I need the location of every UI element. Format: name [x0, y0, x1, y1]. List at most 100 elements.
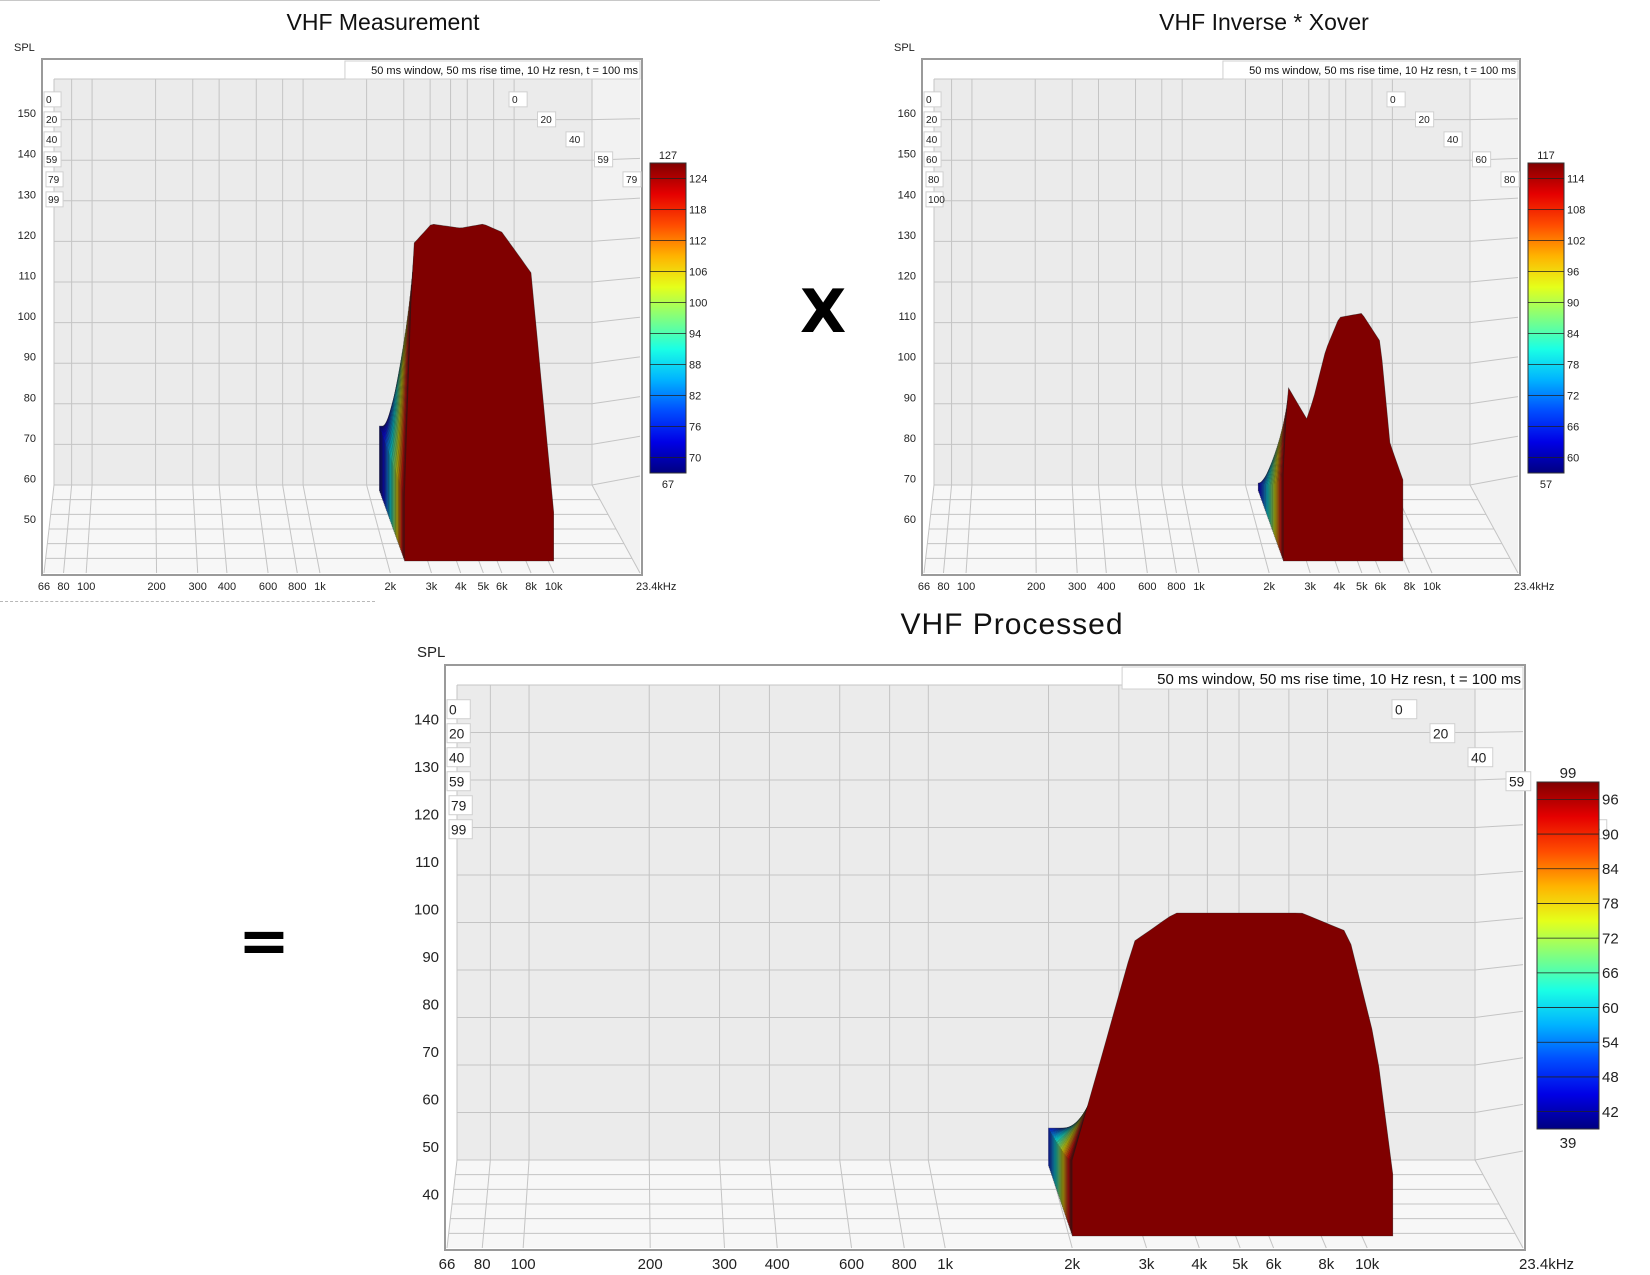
- x-tick-label: 400: [218, 581, 236, 593]
- y-tick-label: 70: [422, 1044, 439, 1061]
- x-tick-label: 2k: [384, 581, 396, 593]
- y-tick-label: 50: [24, 514, 36, 526]
- y-tick-label: 80: [904, 433, 916, 445]
- y-tick-label: 130: [898, 230, 916, 242]
- side-wall: [1475, 677, 1523, 1248]
- time-tick-box: [923, 111, 942, 128]
- side-wall: [1470, 71, 1518, 573]
- colorbar-tick-label: 114: [1567, 173, 1585, 185]
- colorbar: [649, 162, 687, 474]
- x-tick-label: 80: [937, 581, 949, 593]
- x-tick-label: 300: [1068, 581, 1086, 593]
- separator-line: [0, 601, 375, 602]
- y-tick-label: 60: [904, 514, 916, 526]
- time-tick-label: 40: [569, 135, 581, 146]
- waterfall-slice: [404, 223, 554, 562]
- y-tick-label: 60: [422, 1091, 439, 1108]
- chart-panel-inverse-xover: VHF Inverse * Xover 60 70 80 90 100 110 120 130…: [878, 0, 1598, 600]
- info-box: [1222, 60, 1519, 80]
- y-tick-label: 130: [414, 759, 439, 776]
- x-tick-label: 23.4kHz: [636, 581, 676, 593]
- time-tick-box: [923, 91, 942, 108]
- x-tick-label: 6k: [1266, 1256, 1282, 1273]
- y-tick-label: 90: [904, 392, 916, 404]
- time-tick-label: 79: [48, 175, 60, 186]
- gridline-side: [591, 356, 641, 364]
- y-tick-label: 100: [18, 311, 36, 323]
- time-tick-label: 40: [449, 751, 465, 766]
- colorbar-min-label: 39: [1560, 1135, 1577, 1152]
- colorbar-tick-label: 90: [1602, 826, 1619, 843]
- x-tick-label: 4k: [1333, 581, 1345, 593]
- gridline-side: [1469, 277, 1519, 283]
- time-tick-box: [45, 171, 64, 188]
- gridline-side: [1474, 917, 1524, 923]
- time-tick-label: 100: [928, 195, 945, 206]
- colorbar-tick-label: 48: [1602, 1069, 1619, 1086]
- time-tick-label: 20: [1419, 115, 1431, 126]
- time-tick-label: 0: [1390, 95, 1396, 106]
- colorbar-tick-label: 72: [1602, 930, 1619, 947]
- multiply-operator: X: [800, 277, 847, 347]
- time-tick-box: [1500, 171, 1520, 188]
- y-tick-label: 100: [898, 352, 916, 364]
- colorbar-tick-label: 78: [1602, 896, 1619, 913]
- x-tick-label: 23.4kHz: [1519, 1256, 1574, 1273]
- x-tick-label: 300: [712, 1256, 737, 1273]
- y-tick-label: 70: [904, 473, 916, 485]
- colorbar-tick-label: 124: [689, 173, 707, 185]
- x-tick-label: 2k: [1263, 581, 1275, 593]
- time-tick-label: 59: [1509, 775, 1525, 790]
- y-tick-label: 140: [18, 149, 36, 161]
- y-tick-label: 90: [422, 949, 439, 966]
- colorbar-max-label: 117: [1537, 150, 1555, 162]
- y-tick-label: 80: [422, 996, 439, 1013]
- info-box: [344, 60, 641, 80]
- gridline-side: [1469, 237, 1519, 242]
- gridline-side: [1474, 1057, 1524, 1066]
- gridline-side: [1474, 870, 1524, 876]
- time-tick-box: [1505, 771, 1532, 792]
- time-tick-label: 99: [48, 195, 60, 206]
- colorbar-tick-label: 102: [1567, 235, 1585, 247]
- y-tick-label: 140: [898, 189, 916, 201]
- gridline-side: [1474, 731, 1524, 733]
- colorbar-tick-label: 60: [1567, 452, 1579, 464]
- x-tick-label: 100: [77, 581, 95, 593]
- colorbar-min-label: 57: [1540, 479, 1552, 491]
- y-axis-label: SPL: [417, 644, 445, 661]
- gridline-side: [1474, 1150, 1524, 1161]
- chart-title: VHF Inverse * Xover: [1159, 9, 1369, 35]
- waterfall-surface: [1257, 313, 1404, 562]
- x-tick-label: 400: [1097, 581, 1115, 593]
- colorbar-tick-label: 66: [1602, 965, 1619, 982]
- x-tick-label: 23.4kHz: [1514, 581, 1554, 593]
- time-tick-box: [925, 171, 944, 188]
- gridline-side: [1469, 435, 1519, 445]
- colorbar-tick-label: 100: [689, 297, 707, 309]
- info-text: 50 ms window, 50 ms rise time, 10 Hz res…: [1249, 65, 1516, 77]
- gridline-side: [1469, 197, 1519, 202]
- info-text: 50 ms window, 50 ms rise time, 10 Hz res…: [371, 65, 638, 77]
- time-tick-box: [1429, 723, 1456, 744]
- gridline-side: [1469, 396, 1519, 405]
- waterfall-chart: 60 70 80 90 100 110 120 130 140 150 160 SPL 66 80 100 2…: [894, 42, 1585, 593]
- x-tick-label: 1k: [937, 1256, 953, 1273]
- time-tick-box: [446, 771, 471, 792]
- waterfall-slice: [1071, 912, 1394, 1237]
- x-tick-label: 5k: [1232, 1256, 1248, 1273]
- time-tick-box: [622, 171, 642, 188]
- y-tick-label: 100: [414, 901, 439, 918]
- chart-title: VHF Processed: [900, 608, 1124, 641]
- y-tick-label: 150: [18, 108, 36, 120]
- gridline-side: [1469, 316, 1519, 324]
- x-tick-label: 300: [189, 581, 207, 593]
- y-tick-label: 110: [18, 270, 36, 282]
- gridline-side: [591, 435, 641, 445]
- gridline-side: [1469, 475, 1519, 486]
- time-tick-label: 20: [449, 727, 465, 742]
- colorbar-min-label: 67: [662, 479, 674, 491]
- x-tick-label: 6k: [1374, 581, 1386, 593]
- time-tick-box: [446, 747, 471, 768]
- y-tick-label: 110: [898, 311, 916, 323]
